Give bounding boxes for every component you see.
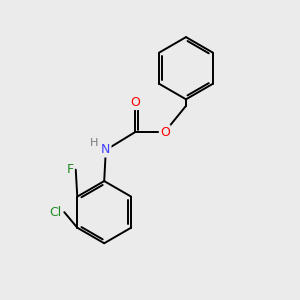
Text: Cl: Cl	[49, 206, 61, 219]
Text: O: O	[130, 96, 140, 109]
Text: N: N	[101, 143, 110, 157]
Text: F: F	[66, 163, 74, 176]
Text: H: H	[90, 139, 99, 148]
Text: O: O	[160, 125, 170, 139]
